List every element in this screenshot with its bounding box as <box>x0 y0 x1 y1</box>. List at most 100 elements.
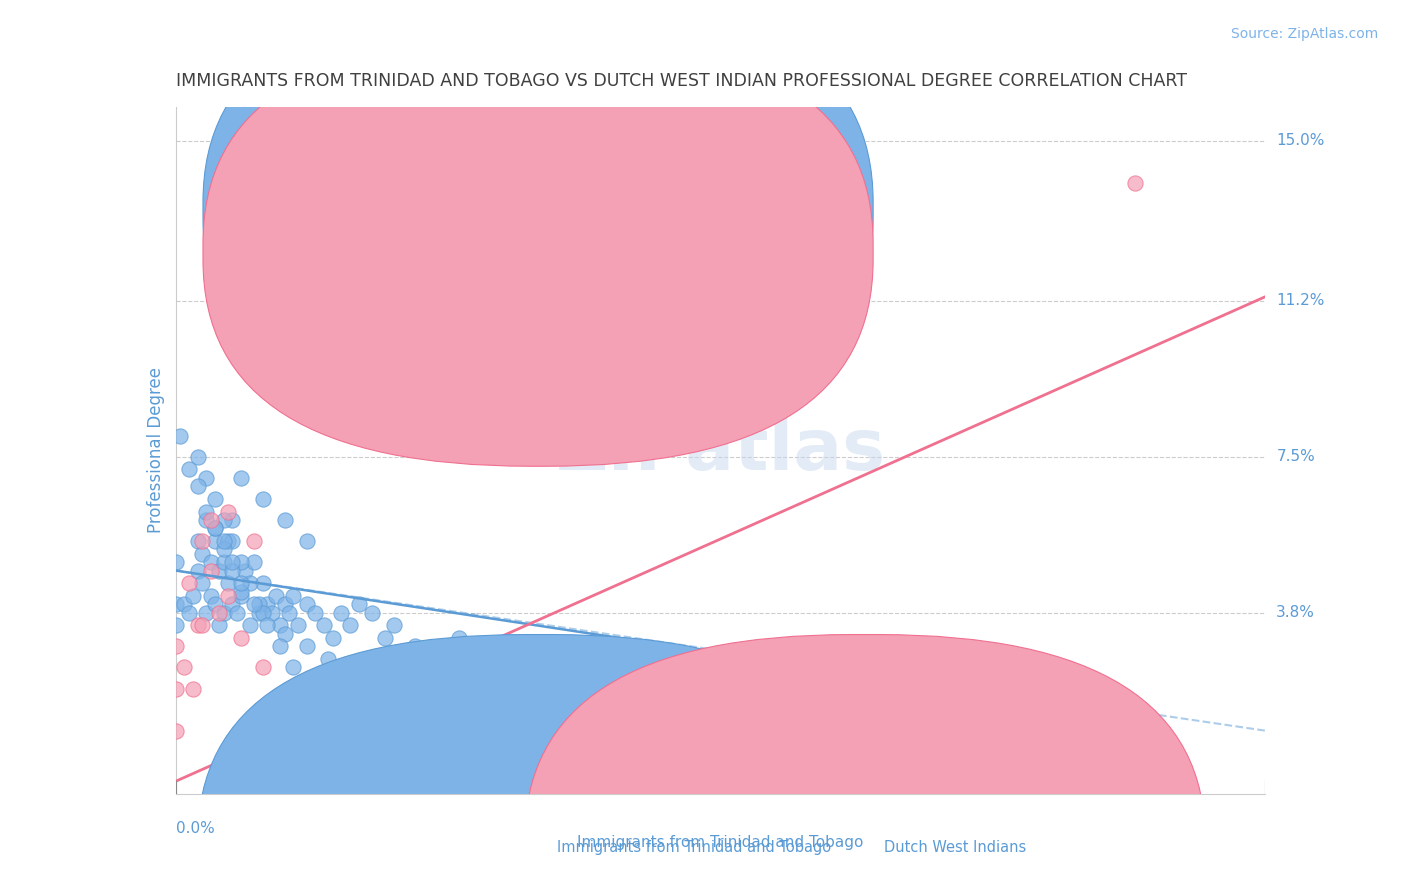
Point <box>231 584 253 599</box>
FancyBboxPatch shape <box>513 176 775 285</box>
Point <box>312 618 335 632</box>
Text: ZIPatlas: ZIPatlas <box>555 416 886 485</box>
FancyBboxPatch shape <box>524 634 1205 892</box>
Point <box>405 690 427 704</box>
Point <box>557 660 579 674</box>
Point <box>204 534 226 549</box>
Text: Immigrants from Trinidad and Tobago: Immigrants from Trinidad and Tobago <box>578 835 863 850</box>
Point <box>165 681 187 696</box>
Point <box>470 715 492 730</box>
Text: 11.2%: 11.2% <box>1277 293 1324 309</box>
Point <box>579 690 602 704</box>
Point <box>374 631 396 645</box>
Y-axis label: Professional Degree: Professional Degree <box>146 368 165 533</box>
Text: -0.209: -0.209 <box>595 202 652 218</box>
Text: 109: 109 <box>696 202 730 218</box>
Point <box>212 555 235 569</box>
Point <box>252 660 274 674</box>
Point <box>186 564 209 578</box>
Point <box>274 513 297 527</box>
Text: 15.0%: 15.0% <box>1277 133 1324 148</box>
Point <box>165 618 187 632</box>
Point <box>339 703 361 717</box>
Point <box>252 491 274 506</box>
Text: N =: N = <box>661 244 696 259</box>
Point <box>221 513 243 527</box>
Point <box>195 606 218 620</box>
Point <box>264 589 287 603</box>
Point <box>295 534 318 549</box>
Point <box>212 606 235 620</box>
Point <box>322 631 344 645</box>
Point <box>212 534 235 549</box>
Point <box>295 597 318 611</box>
Point <box>260 606 283 620</box>
Point <box>208 564 231 578</box>
Point <box>200 513 222 527</box>
Point <box>330 606 353 620</box>
Point <box>274 626 297 640</box>
Point <box>208 606 231 620</box>
Point <box>274 597 297 611</box>
Point <box>177 576 200 591</box>
Point <box>231 589 253 603</box>
FancyBboxPatch shape <box>202 37 873 467</box>
Point <box>339 665 361 679</box>
Point <box>278 606 301 620</box>
Point <box>318 703 340 717</box>
Text: IMMIGRANTS FROM TRINIDAD AND TOBAGO VS DUTCH WEST INDIAN PROFESSIONAL DEGREE COR: IMMIGRANTS FROM TRINIDAD AND TOBAGO VS D… <box>176 72 1187 90</box>
Point <box>1123 176 1146 190</box>
Point <box>382 618 405 632</box>
Point <box>191 547 214 561</box>
Point <box>177 462 200 476</box>
Point <box>274 690 297 704</box>
Point <box>731 703 754 717</box>
Point <box>173 660 195 674</box>
Point <box>217 576 239 591</box>
Text: Source: ZipAtlas.com: Source: ZipAtlas.com <box>1230 27 1378 41</box>
Point <box>247 606 270 620</box>
Point <box>256 597 278 611</box>
Point <box>217 504 239 518</box>
Text: R =: R = <box>551 202 586 218</box>
Text: Immigrants from Trinidad and Tobago: Immigrants from Trinidad and Tobago <box>557 840 831 855</box>
Point <box>360 673 382 687</box>
Point <box>644 703 666 717</box>
Point <box>318 681 340 696</box>
Point <box>426 698 449 713</box>
Point <box>287 618 309 632</box>
Point <box>217 589 239 603</box>
Point <box>252 576 274 591</box>
FancyBboxPatch shape <box>202 0 873 425</box>
Point <box>191 534 214 549</box>
Point <box>600 673 623 687</box>
Point <box>195 513 218 527</box>
Point <box>666 690 689 704</box>
Point <box>221 597 243 611</box>
Point <box>252 606 274 620</box>
Point <box>165 723 187 738</box>
Point <box>360 606 382 620</box>
Point <box>243 597 266 611</box>
Point <box>318 652 340 666</box>
Point <box>256 618 278 632</box>
Point <box>221 564 243 578</box>
Point <box>269 640 291 654</box>
Point <box>775 723 797 738</box>
Point <box>470 660 492 674</box>
Text: 7.5%: 7.5% <box>1277 450 1315 464</box>
Point <box>208 618 231 632</box>
Point <box>405 640 427 654</box>
Point <box>225 606 247 620</box>
Point <box>347 597 370 611</box>
Point <box>221 555 243 569</box>
Text: 0.0%: 0.0% <box>176 822 215 837</box>
Point <box>243 534 266 549</box>
Point <box>195 471 218 485</box>
Point <box>295 640 318 654</box>
Point <box>247 597 270 611</box>
Point <box>534 681 557 696</box>
FancyBboxPatch shape <box>197 634 879 892</box>
Point <box>239 576 262 591</box>
Point <box>235 564 257 578</box>
